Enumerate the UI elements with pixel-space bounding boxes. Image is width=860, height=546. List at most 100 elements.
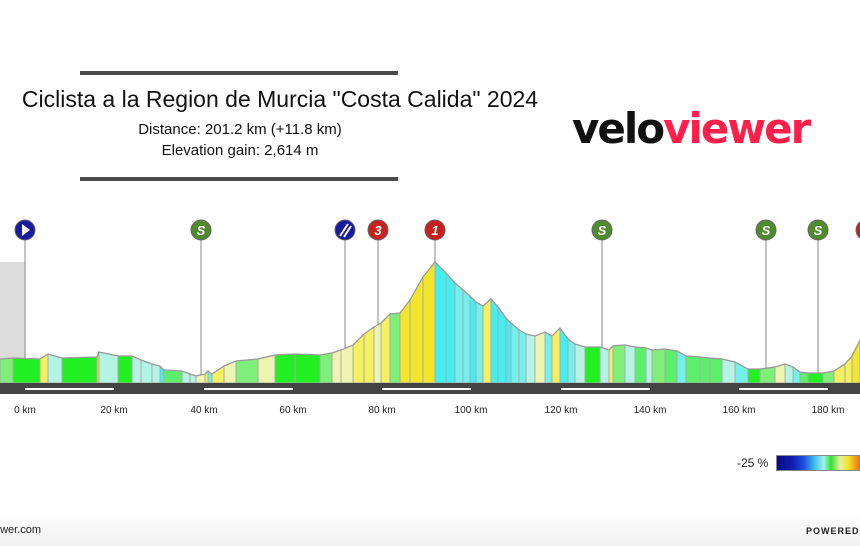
profile-segment: [117, 355, 133, 384]
title-rule-top: [80, 71, 398, 75]
profile-segment: [163, 369, 183, 384]
profile-segment: [422, 260, 436, 384]
profile-segment: [445, 271, 456, 384]
profile-segment: [664, 348, 678, 384]
axis-scale-segment: [561, 388, 650, 390]
profile-segment: [223, 360, 237, 384]
sprint-icon: [755, 219, 777, 241]
profile-segment: [482, 297, 492, 384]
profile-segment: [799, 371, 809, 384]
kom-icon: [855, 221, 860, 239]
profile-segment: [399, 298, 411, 384]
x-tick-label: 80 km: [368, 405, 396, 416]
fork-glyph: [339, 223, 349, 237]
profile-segment: [624, 344, 636, 384]
profile-segment: [685, 355, 701, 384]
profile-segment: [497, 305, 507, 384]
logo-velo: velo: [572, 104, 665, 153]
profile-segment: [608, 344, 614, 384]
marker-glyph: S: [197, 223, 206, 238]
x-tick-label: 20 km: [100, 405, 128, 416]
sprint-marker[interactable]: S: [591, 219, 613, 348]
profile-segment: [454, 281, 464, 384]
distance-label: Distance: 201.2 km (+11.8 km): [138, 121, 342, 138]
axis-scale-segment: [204, 388, 293, 390]
profile-segment: [807, 372, 824, 384]
profile-segment: [319, 352, 333, 384]
kom-1-icon: [424, 219, 446, 241]
profile-segment: [721, 358, 736, 384]
play-glyph: [22, 224, 30, 236]
start-marker[interactable]: [14, 219, 36, 359]
title-rule-bottom: [80, 177, 398, 181]
profile-segment: [47, 353, 63, 384]
profile-segment: [151, 363, 161, 384]
sprint-icon: [591, 219, 613, 241]
profile-segment: [645, 347, 653, 384]
profile-segment: [574, 343, 586, 384]
profile-segment: [551, 326, 561, 384]
profile-segment: [634, 346, 647, 384]
gradient-legend-min: -25 %: [737, 456, 769, 470]
profile-segment: [567, 338, 576, 384]
kom-cat1-marker[interactable]: 1: [424, 219, 446, 262]
footer: ewer.com POWERED B: [0, 510, 860, 546]
profile-segment: [257, 354, 276, 384]
profile-segment: [331, 349, 342, 384]
profile-segment: [709, 357, 723, 384]
profile-segment: [274, 353, 296, 384]
kom-cat3-marker[interactable]: 3: [367, 219, 389, 325]
knife-glyph: [343, 225, 352, 238]
profile-segment: [380, 312, 391, 384]
profile-segment: [61, 356, 98, 384]
profile-segment: [699, 356, 711, 384]
profile-segment: [518, 329, 527, 384]
profile-segment: [235, 358, 259, 384]
x-tick-label: 160 km: [722, 405, 756, 416]
footer-site-link[interactable]: ewer.com: [0, 524, 42, 536]
profile-segment: [584, 346, 601, 384]
profile-segment: [294, 353, 321, 384]
profile-segment: [544, 331, 553, 384]
profile-segment: [651, 348, 666, 384]
profile-segment: [340, 344, 354, 384]
gradient-legend-bar: [776, 455, 860, 471]
profile-segment: [510, 321, 520, 384]
profile-segment: [434, 260, 447, 384]
profile-segment: [475, 301, 484, 384]
sprint-icon: [807, 219, 829, 241]
sprint-marker[interactable]: S: [807, 219, 829, 373]
x-tick-label: 0 km: [14, 405, 36, 416]
sprint-marker[interactable]: S: [755, 219, 777, 369]
marker-glyph: S: [762, 223, 771, 238]
marker-glyph: S: [598, 223, 607, 238]
profile-segment: [505, 316, 512, 384]
x-tick-label: 180 km: [811, 405, 845, 416]
profile-segment: [525, 333, 536, 384]
axis-scale-segment: [25, 388, 114, 390]
x-tick-label: 100 km: [454, 405, 488, 416]
axis-scale-segment: [382, 388, 471, 390]
marker-glyph: 3: [374, 223, 382, 238]
profile-segment: [389, 312, 401, 384]
profile-segment: [211, 365, 225, 384]
page-title: Ciclista a la Region de Murcia "Costa Ca…: [21, 86, 539, 112]
kom-marker[interactable]: [855, 220, 860, 383]
veloviewer-logo: veloviewer: [572, 104, 811, 153]
profile-segment: [373, 322, 382, 384]
profile-segment: [851, 339, 860, 384]
sprint-marker[interactable]: S: [190, 219, 212, 375]
profile-segment: [98, 351, 119, 384]
marker-glyph: 1: [431, 223, 438, 238]
kom-3-icon: [367, 219, 389, 241]
logo-viewer: viewer: [663, 104, 811, 153]
profile-segment: [462, 288, 471, 384]
marker-glyph: S: [814, 223, 823, 238]
profile-segment: [469, 294, 477, 384]
feed-marker[interactable]: [334, 219, 356, 349]
x-tick-label: 40 km: [190, 405, 218, 416]
profile-segment: [599, 346, 610, 384]
axis-scale-segment: [739, 388, 828, 390]
x-tick-label: 120 km: [544, 405, 578, 416]
profile-segment: [352, 332, 365, 384]
